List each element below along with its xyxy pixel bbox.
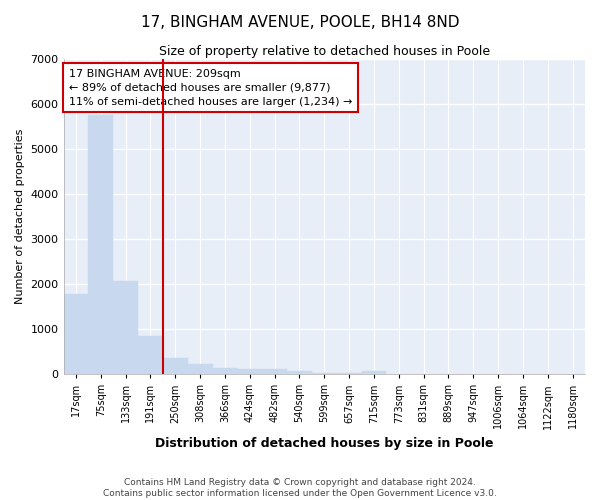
X-axis label: Distribution of detached houses by size in Poole: Distribution of detached houses by size … [155,437,494,450]
Bar [113,282,138,374]
Text: 17, BINGHAM AVENUE, POOLE, BH14 8ND: 17, BINGHAM AVENUE, POOLE, BH14 8ND [141,15,459,30]
Bar [312,373,337,374]
Bar [238,369,262,374]
Bar [212,368,238,374]
Bar [337,373,362,374]
Bar [287,371,312,374]
Bar [163,358,188,374]
Bar [362,370,386,374]
Text: 17 BINGHAM AVENUE: 209sqm
← 89% of detached houses are smaller (9,877)
11% of se: 17 BINGHAM AVENUE: 209sqm ← 89% of detac… [69,68,352,106]
Y-axis label: Number of detached properties: Number of detached properties [15,129,25,304]
Bar [262,370,287,374]
Bar [88,116,113,374]
Title: Size of property relative to detached houses in Poole: Size of property relative to detached ho… [159,45,490,58]
Bar [188,364,212,374]
Bar [138,336,163,374]
Text: Contains HM Land Registry data © Crown copyright and database right 2024.
Contai: Contains HM Land Registry data © Crown c… [103,478,497,498]
Bar [64,294,88,374]
